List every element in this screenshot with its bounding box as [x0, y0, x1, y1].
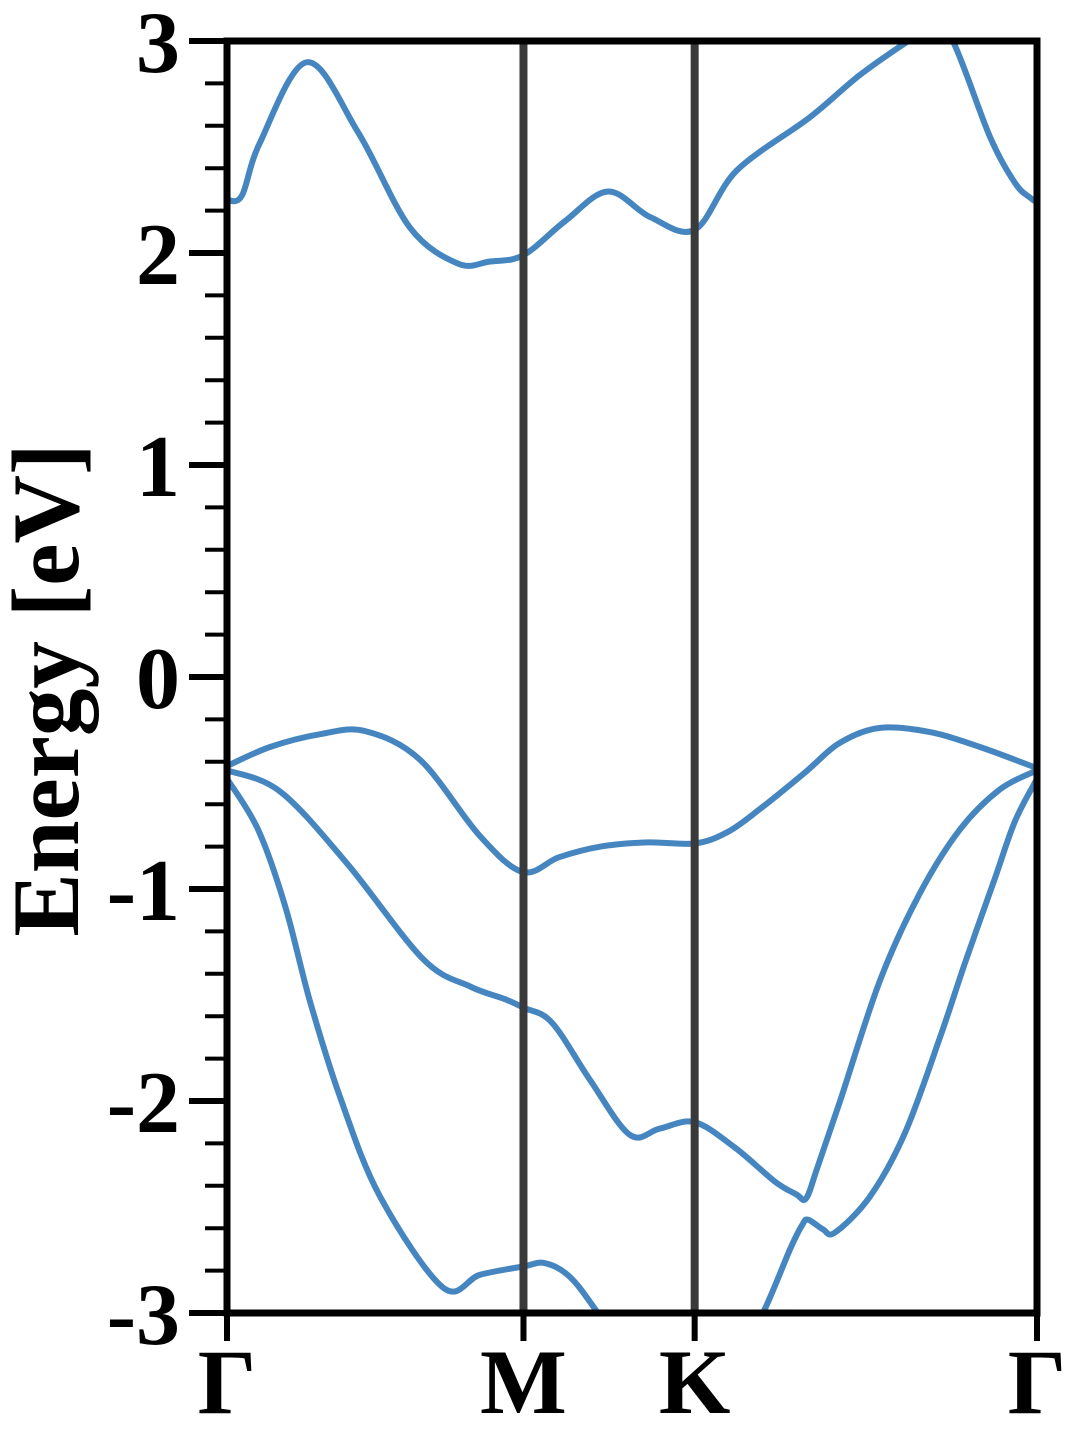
x-tick-label: Γ: [1008, 1331, 1067, 1433]
conduction-band-curve: [230, 44, 1034, 269]
plot-border: [223, 37, 1041, 1317]
x-tick-label: M: [480, 1331, 567, 1433]
y-tick-label: 3: [136, 0, 180, 92]
y-tick-label: -1: [107, 843, 180, 940]
y-tick-label: 2: [136, 207, 180, 304]
axis-ticks-group: [189, 38, 1040, 1341]
y-tick-label: -3: [107, 1267, 180, 1364]
high-symmetry-lines-group: [519, 44, 699, 1310]
y-tick-label: 0: [136, 631, 180, 728]
y-axis-label: Energy [eV]: [0, 443, 99, 936]
valence-band-2-curve: [230, 768, 1034, 1203]
x-tick-label: K: [659, 1331, 731, 1433]
tick-labels-group: -3 -2 -1 0 1 2 3 Γ M K Γ: [107, 0, 1067, 1433]
y-tick-label: -2: [107, 1055, 180, 1152]
band-curves-group: [230, 44, 1034, 1310]
y-tick-label: 1: [136, 419, 180, 516]
valence-band-1-curve: [230, 777, 1034, 1310]
valence-band-3-curve: [230, 724, 1034, 876]
x-tick-label: Γ: [198, 1331, 257, 1433]
